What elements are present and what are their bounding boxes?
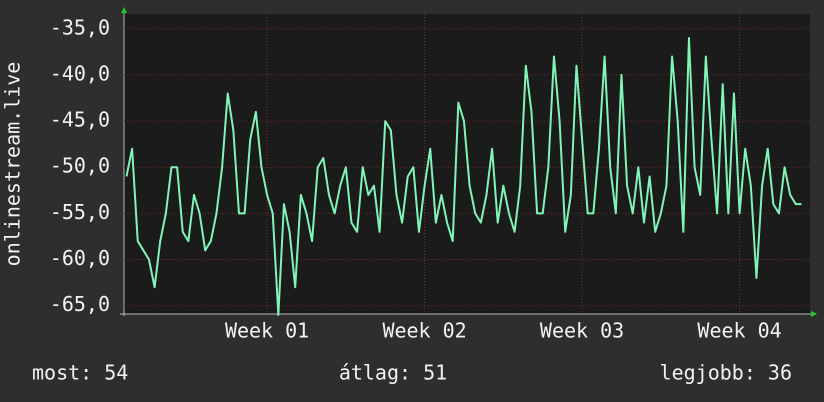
x-tick-label: Week 03: [540, 319, 624, 343]
y-tick-label: -35,0: [50, 15, 110, 39]
x-tick-label: Week 01: [225, 319, 309, 343]
y-tick-label: -40,0: [50, 61, 110, 85]
footer-average: átlag: 51: [339, 361, 447, 385]
x-tick-label: Week 04: [697, 319, 781, 343]
y-tick-label: -65,0: [50, 292, 110, 316]
y-tick-label: -50,0: [50, 154, 110, 178]
axis-arrow: [121, 7, 127, 13]
axis-arrow: [811, 311, 817, 317]
y-axis-label: onlinestream.live: [1, 62, 25, 267]
y-tick-label: -55,0: [50, 200, 110, 224]
data-line: [125, 37, 802, 316]
footer-best: legjobb: 36: [660, 361, 792, 385]
footer-current: most: 54: [32, 361, 128, 385]
x-tick-label: Week 02: [382, 319, 466, 343]
y-tick-label: -60,0: [50, 246, 110, 270]
y-tick-label: -45,0: [50, 108, 110, 132]
